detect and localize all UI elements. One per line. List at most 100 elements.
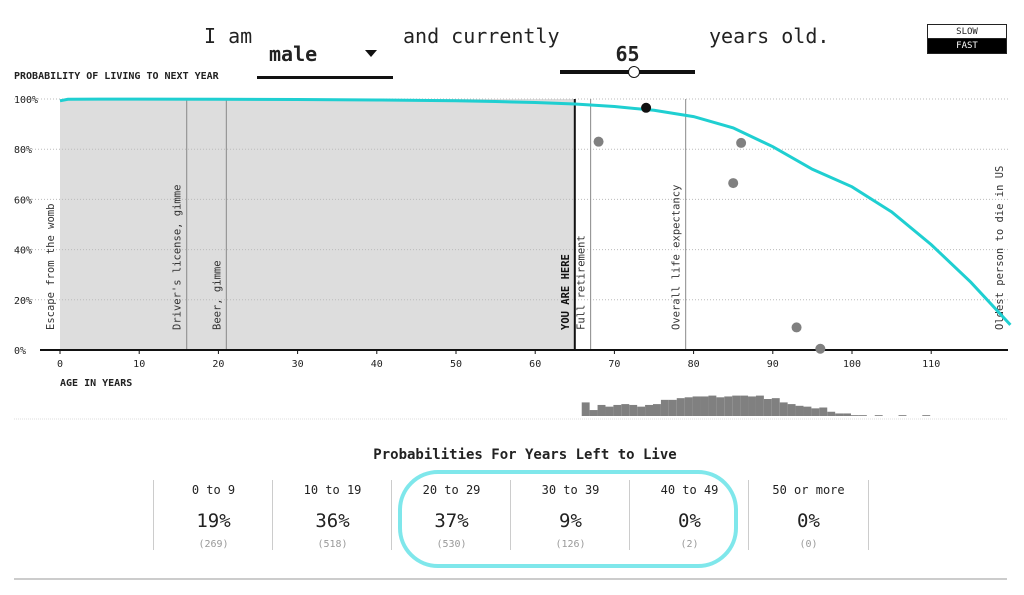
histogram-bar (835, 413, 844, 416)
bin-range: 30 to 39 (541, 483, 600, 497)
milestone-label: Oldest person to die in US (994, 166, 1006, 330)
histogram-bar (803, 406, 812, 416)
histogram-bar (724, 396, 733, 416)
histogram-bar (787, 404, 796, 416)
speed-slow-button[interactable]: SLOW (927, 24, 1007, 39)
simulated-death-dot (593, 136, 604, 147)
years-left-bin: 0 to 9 19% (269) (153, 480, 273, 550)
bin-count: (518) (317, 539, 348, 550)
sentence-middle: and currently (403, 24, 560, 48)
years-left-bin: 30 to 39 9% (126) (510, 480, 630, 550)
y-axis-ticks: 0% 20% 40% 60% 80% 100% (14, 95, 38, 357)
bin-count: (269) (198, 539, 229, 550)
histogram-bar (645, 404, 653, 416)
x-tick-label: 110 (922, 359, 940, 370)
x-tick-label: 90 (767, 359, 779, 370)
histogram-bar (851, 415, 859, 416)
y-tick-label: 0% (14, 346, 26, 357)
histogram-bar (898, 415, 907, 416)
bin-percent: 9% (559, 510, 582, 532)
histogram-bar (763, 399, 772, 416)
bin-count: (0) (799, 539, 818, 550)
histogram-bar (660, 399, 669, 416)
likely-range-highlight (398, 470, 738, 568)
histogram-bar (827, 411, 836, 416)
milestone-label: Overall life expectancy (671, 185, 683, 330)
settings-sentence: I am male and currently 65 years old. (0, 20, 1024, 79)
histogram-bar (748, 396, 756, 416)
simulated-death-dot (728, 178, 739, 189)
milestone-label: Full retirement (576, 235, 588, 330)
milestone-label: Escape from the womb (45, 204, 57, 330)
x-tick-label: 70 (608, 359, 620, 370)
x-tick-label: 30 (292, 359, 304, 370)
x-tick-label: 50 (450, 359, 462, 370)
age-value: 65 (615, 42, 640, 66)
histogram-bar (589, 410, 598, 416)
bin-range: 0 to 9 (191, 483, 236, 497)
age-slider-handle[interactable] (628, 66, 640, 78)
survival-curve (59, 97, 1012, 326)
x-axis-label: AGE IN YEARS (60, 378, 132, 389)
histogram-bar (700, 396, 709, 416)
simulated-death-dot (791, 322, 802, 333)
histogram-bar (779, 402, 788, 416)
age-slider-track[interactable] (560, 70, 695, 74)
bin-percent: 36% (315, 510, 350, 532)
histogram-bar (653, 404, 661, 416)
x-tick-label: 10 (133, 359, 145, 370)
histogram-bar (755, 395, 764, 416)
bin-range: 50 or more (772, 483, 845, 497)
sentence-prefix: I am (204, 24, 253, 48)
simulated-death-dot (815, 343, 826, 354)
histogram-bar (819, 407, 828, 416)
bottom-divider (14, 578, 1007, 580)
y-tick-label: 60% (14, 195, 32, 206)
age-slider[interactable]: 65 (560, 38, 695, 78)
histogram-bar (858, 415, 867, 416)
milestones: Escape from the womb Driver's license, gi… (45, 99, 1006, 350)
histogram-bar (922, 415, 931, 416)
histogram-bar (874, 415, 883, 416)
histogram-bar (732, 395, 741, 416)
gender-select[interactable]: male (257, 38, 393, 79)
milestone-label: YOU ARE HERE (560, 254, 572, 330)
sentence-suffix: years old. (709, 24, 830, 48)
simulated-deaths (593, 136, 826, 354)
x-tick-label: 100 (843, 359, 861, 370)
bin-range: 10 to 19 (303, 483, 362, 497)
age-at-death-histogram (581, 395, 931, 416)
chart-title: PROBABILITY OF LIVING TO NEXT YEAR (14, 71, 220, 82)
bin-count: (530) (436, 539, 467, 550)
speed-toggle[interactable]: SLOW FAST (927, 24, 1007, 54)
bin-percent: 37% (434, 510, 469, 532)
x-tick-label: 20 (212, 359, 224, 370)
bin-count: (126) (555, 539, 586, 550)
histogram-bar (613, 404, 622, 416)
y-tick-label: 20% (14, 296, 32, 307)
bin-percent: 0% (797, 510, 820, 532)
histogram-bar (597, 404, 606, 416)
years-left-bin: 10 to 19 36% (518) (272, 480, 392, 550)
gender-value: male (269, 42, 318, 66)
histogram-bar (621, 404, 630, 416)
speed-fast-button[interactable]: FAST (927, 39, 1007, 54)
x-tick-label: 40 (371, 359, 383, 370)
histogram-bar (629, 404, 638, 416)
x-tick-label: 0 (57, 359, 63, 370)
histogram-bar (676, 398, 685, 416)
bin-percent: 0% (678, 510, 701, 532)
histogram-bar (795, 405, 804, 416)
bin-percent: 19% (196, 510, 231, 532)
histogram-bar (843, 413, 851, 416)
years-left-title: Probabilities For Years Left to Live (373, 447, 677, 463)
x-axis-ticks: 0 10 20 30 40 50 60 70 80 90 100 110 (57, 350, 940, 370)
histogram-bar (684, 397, 693, 416)
y-tick-label: 100% (14, 95, 38, 106)
simulated-death-dot (736, 137, 747, 148)
bin-count: (2) (680, 539, 699, 550)
x-tick-label: 80 (688, 359, 700, 370)
survival-chart: PROBABILITY OF LIVING TO NEXT YEAR AGE I… (14, 71, 1012, 420)
lived-years-shade (60, 99, 575, 350)
histogram-bar (740, 395, 749, 416)
